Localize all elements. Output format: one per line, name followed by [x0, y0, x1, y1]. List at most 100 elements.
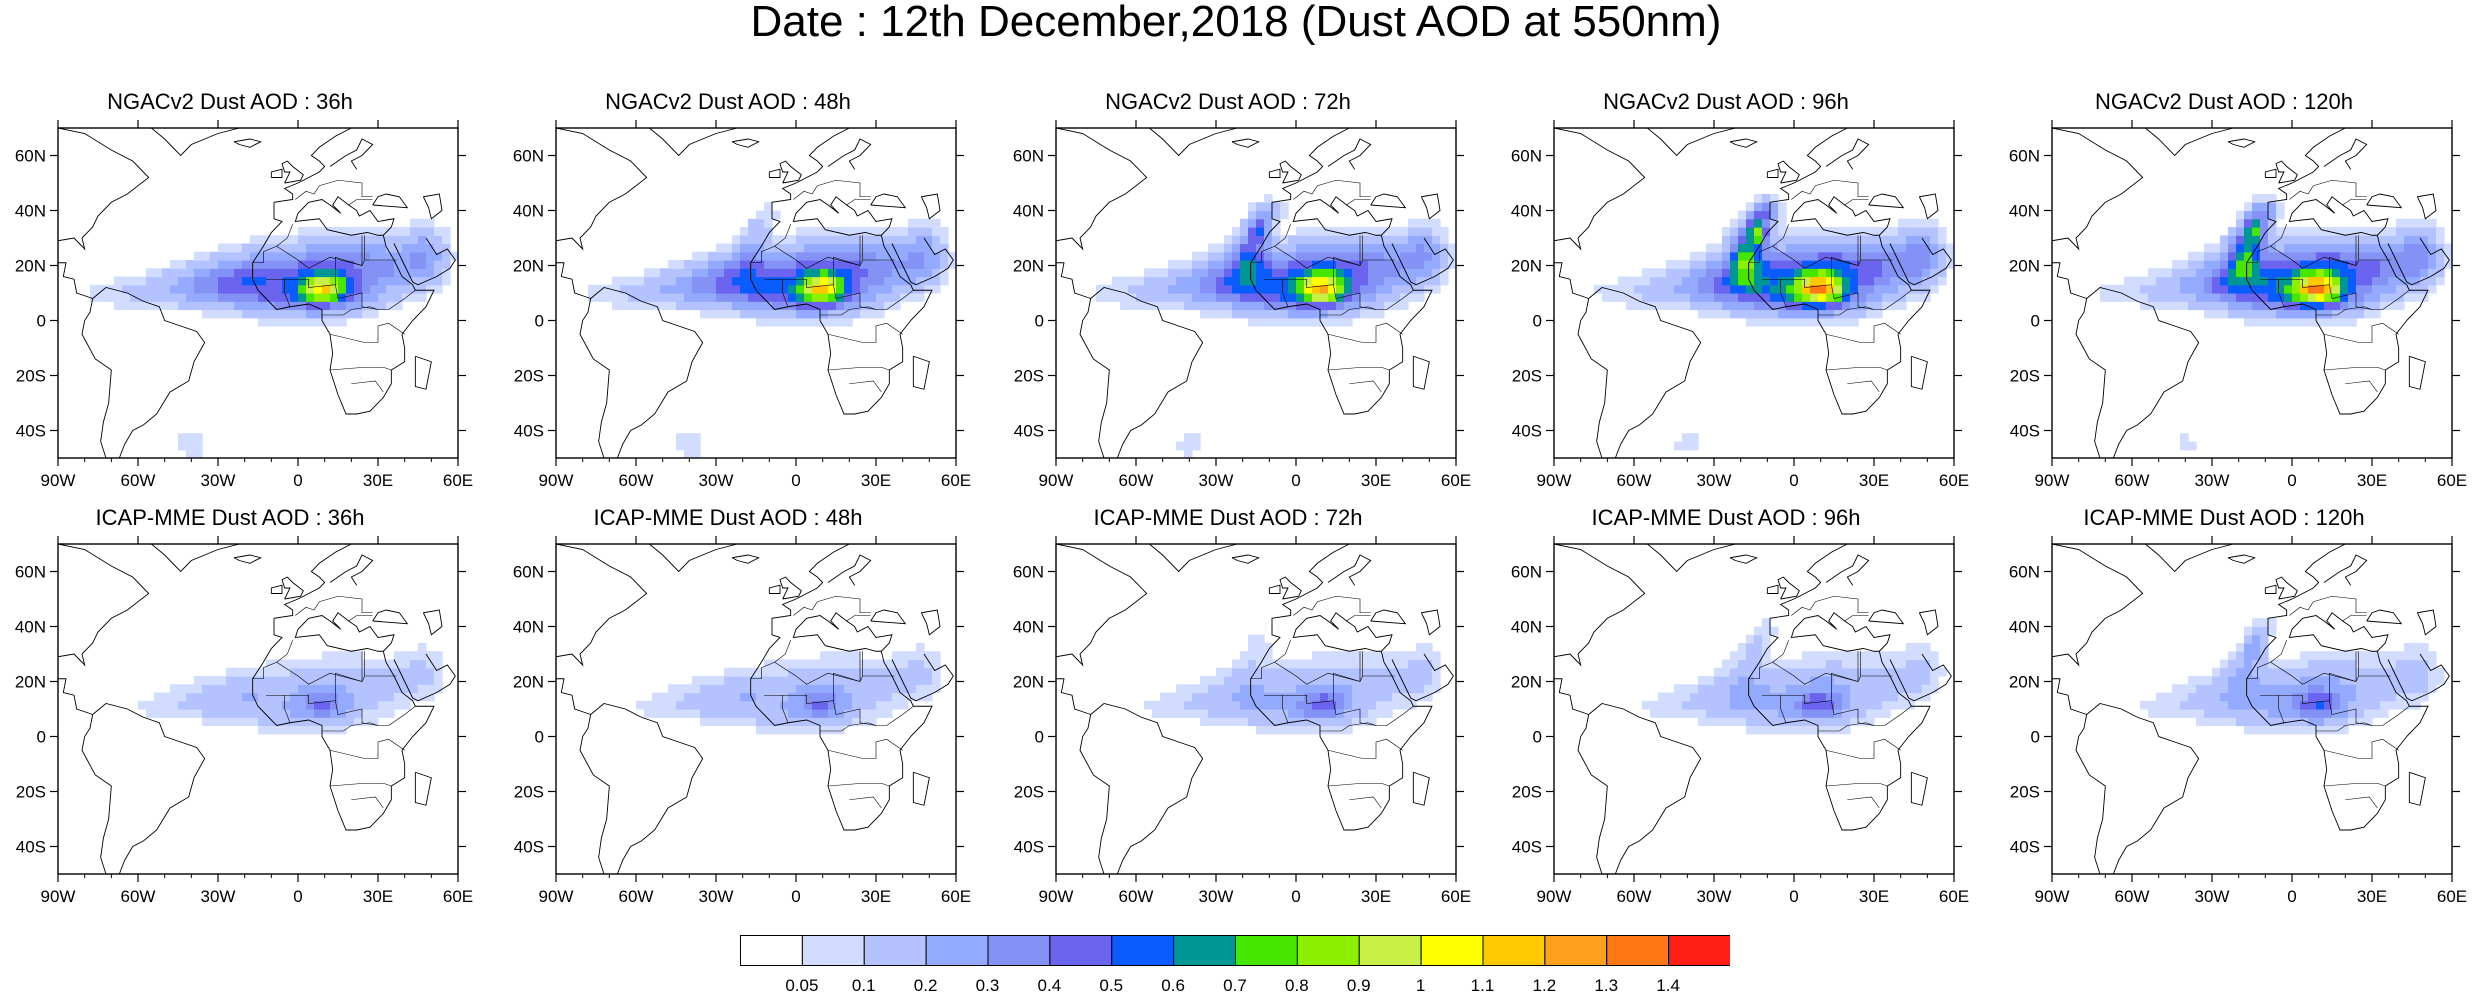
- aod-cell: [1240, 235, 1249, 245]
- aod-cell: [1642, 301, 1651, 311]
- aod-cell: [1746, 293, 1755, 302]
- aod-cell: [1738, 284, 1747, 294]
- aod-cell: [804, 260, 813, 269]
- aod-cell: [378, 700, 387, 710]
- aod-cell: [2268, 659, 2277, 669]
- aod-cell: [2244, 293, 2253, 302]
- aod-cell: [266, 717, 275, 727]
- aod-cell: [1416, 235, 1425, 245]
- aod-cell: [266, 684, 275, 694]
- aod-cell: [884, 301, 893, 311]
- aod-cell: [386, 268, 395, 278]
- aod-cell: [386, 227, 395, 236]
- aod-cell: [1818, 235, 1827, 245]
- aod-cell: [2276, 301, 2285, 311]
- lon-tick-label: 90W: [539, 887, 574, 906]
- aod-cell: [1280, 309, 1289, 319]
- aod-cell: [804, 235, 813, 245]
- aod-cell: [1264, 268, 1273, 278]
- aod-cell: [1722, 709, 1731, 718]
- aod-cell: [2388, 659, 2397, 669]
- aod-cell: [668, 268, 677, 278]
- aod-cell: [1160, 284, 1169, 294]
- aod-cell: [1794, 317, 1803, 327]
- aod-cell: [1376, 659, 1385, 669]
- country-border: [793, 179, 871, 200]
- aod-cell: [1690, 293, 1699, 302]
- aod-cell: [1906, 667, 1915, 677]
- country-border: [1327, 322, 1403, 343]
- aod-cell: [1834, 692, 1843, 702]
- aod-cell: [1786, 227, 1795, 236]
- colorbar-box: [1235, 935, 1298, 966]
- aod-cell: [1416, 293, 1425, 302]
- aod-cell: [2348, 293, 2357, 302]
- aod-cell: [2276, 268, 2285, 278]
- aod-cell: [1906, 227, 1915, 236]
- aod-cell: [1634, 293, 1643, 302]
- aod-cell: [354, 700, 363, 710]
- lat-tick-label: 40N: [1511, 202, 1542, 221]
- aod-cell: [186, 301, 195, 311]
- aod-cell: [1384, 276, 1393, 286]
- aod-cell: [1658, 293, 1667, 302]
- aod-cell: [306, 725, 315, 735]
- aod-cell: [1690, 284, 1699, 294]
- aod-cell: [1224, 667, 1233, 677]
- aod-cell: [1256, 235, 1265, 245]
- aod-cell: [1730, 684, 1739, 694]
- aod-cell: [1906, 684, 1915, 694]
- aod-cell: [1304, 235, 1313, 245]
- aod-cell: [386, 659, 395, 669]
- aod-cell: [2124, 284, 2133, 294]
- aod-cell: [1312, 317, 1321, 327]
- aod-cell: [2244, 692, 2253, 702]
- aod-cell: [1400, 235, 1409, 245]
- aod-cell: [1802, 284, 1811, 294]
- aod-cell: [1424, 251, 1433, 261]
- aod-cell: [330, 317, 339, 327]
- aod-cell: [1770, 626, 1779, 636]
- aod-cell: [876, 235, 885, 245]
- aod-cell: [636, 276, 645, 286]
- aod-cell: [684, 441, 693, 451]
- aod-cell: [804, 659, 813, 669]
- aod-cell: [1104, 284, 1113, 294]
- aod-cell: [1360, 235, 1369, 245]
- aod-cell: [1208, 284, 1217, 294]
- aod-cell: [1858, 243, 1867, 253]
- aod-cell: [1296, 243, 1305, 253]
- aod-cell: [210, 684, 219, 694]
- aod-cell: [1344, 301, 1353, 311]
- aod-cell: [2260, 309, 2269, 319]
- aod-cell: [2148, 276, 2157, 286]
- aod-cell: [1232, 235, 1241, 245]
- aod-cell: [2308, 667, 2317, 677]
- aod-cell: [820, 309, 829, 319]
- aod-cell: [2164, 700, 2173, 710]
- aod-cell: [2388, 651, 2397, 661]
- aod-cell: [1240, 243, 1249, 253]
- aod-cell: [314, 709, 323, 718]
- aod-cell: [1240, 692, 1249, 702]
- aod-cell: [852, 717, 861, 727]
- aod-cell: [1746, 268, 1755, 278]
- aod-cell: [330, 309, 339, 319]
- aod-cell: [812, 284, 821, 294]
- aod-cell: [1336, 651, 1345, 661]
- coastline: [2323, 138, 2368, 170]
- aod-cell: [250, 293, 259, 302]
- aod-cell: [2300, 667, 2309, 677]
- aod-cell: [434, 260, 443, 269]
- aod-cell: [1762, 194, 1771, 203]
- aod-cell: [186, 449, 195, 458]
- aod-cell: [2156, 692, 2165, 702]
- map-frame: [57, 543, 459, 875]
- aod-cell: [1898, 700, 1907, 710]
- aod-cell: [418, 684, 427, 694]
- lat-tick-label: 40S: [514, 422, 544, 441]
- aod-cell: [250, 667, 259, 677]
- aod-cell: [1312, 301, 1321, 311]
- aod-cell: [2308, 651, 2317, 661]
- coastline: [252, 128, 435, 415]
